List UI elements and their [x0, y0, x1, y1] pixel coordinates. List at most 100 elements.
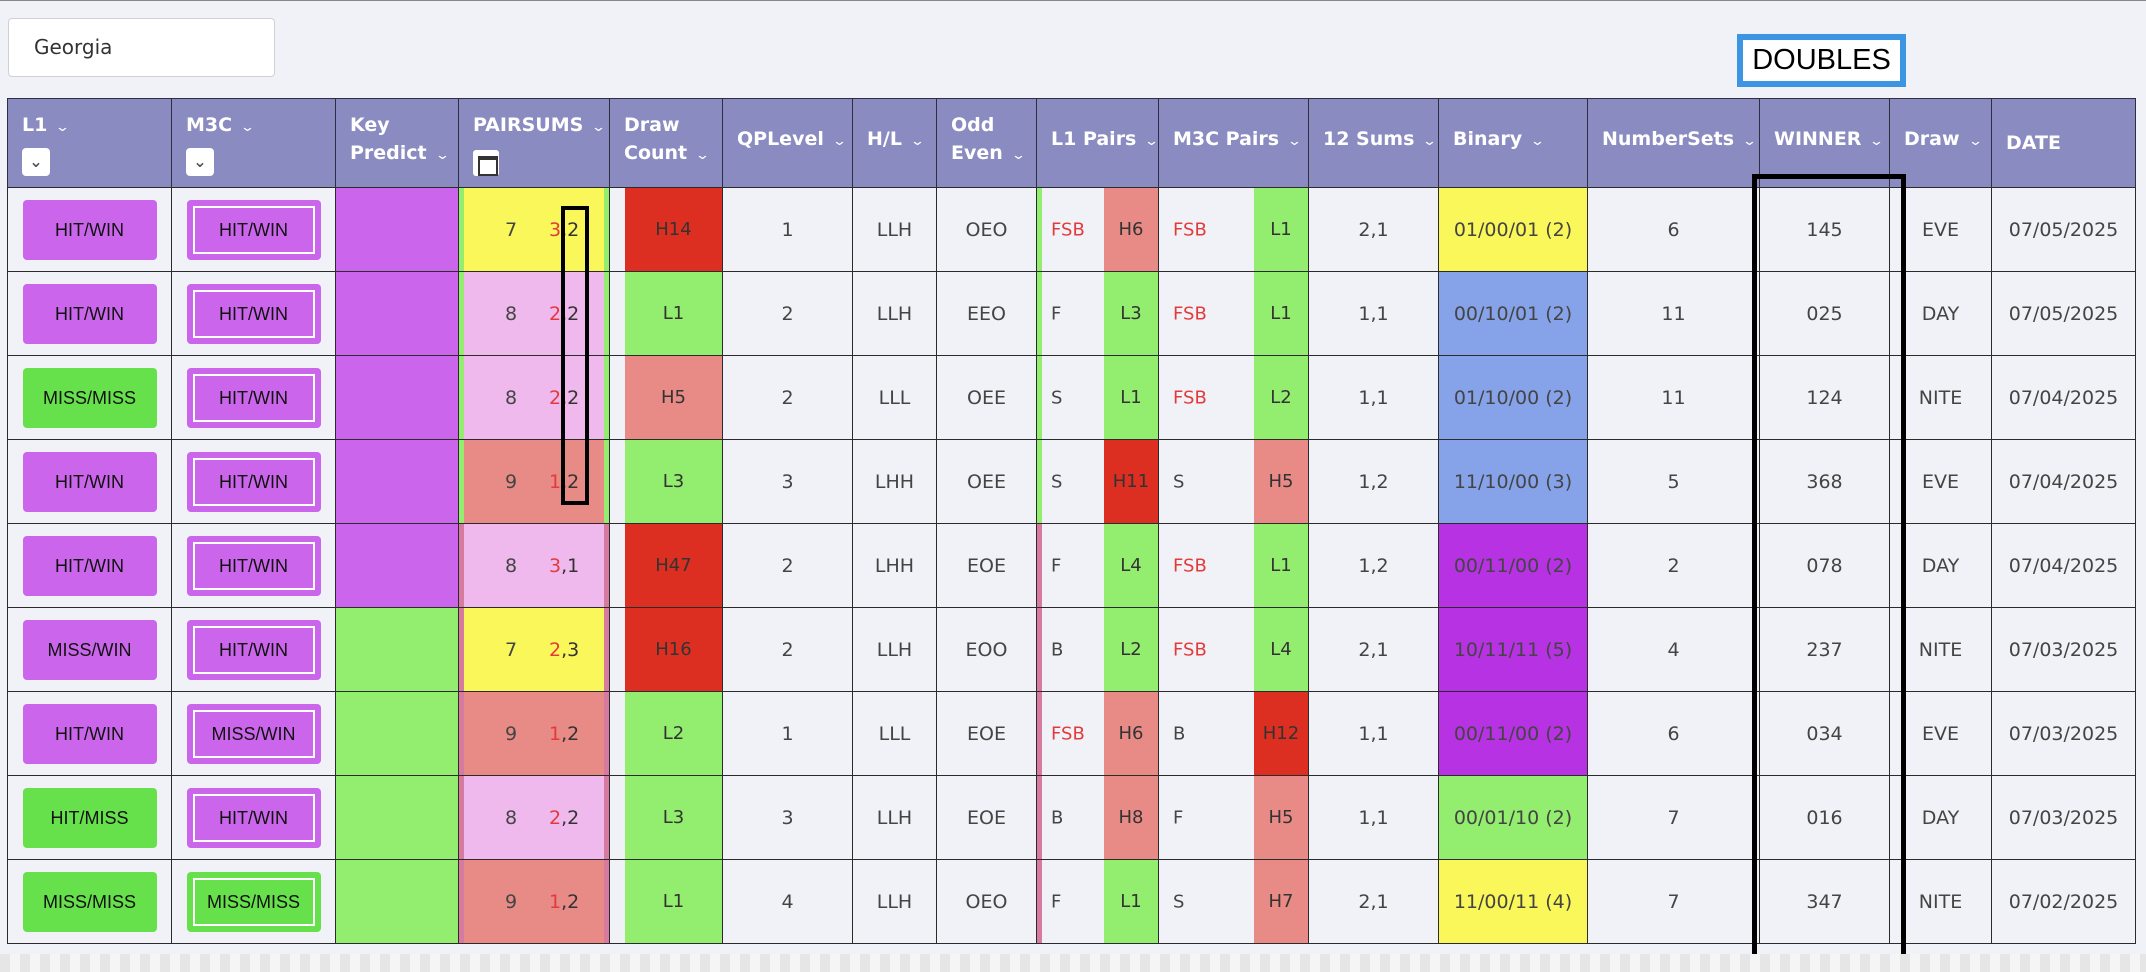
- l1-status-pill[interactable]: HIT/WIN: [22, 199, 157, 260]
- m3c-pair-level: H12: [1254, 692, 1308, 775]
- m3c-status-pill[interactable]: HIT/WIN: [186, 535, 321, 596]
- table-row[interactable]: HIT/WIN HIT/WIN 8 3,1 H47 2 LHH EOE F L4…: [7, 523, 2136, 608]
- m3c-status-pill[interactable]: MISS/MISS: [186, 871, 321, 932]
- m3c-status-pill[interactable]: HIT/WIN: [186, 283, 321, 344]
- l1-status-pill[interactable]: HIT/WIN: [22, 283, 157, 344]
- l1-status-pill[interactable]: MISS/WIN: [22, 619, 157, 680]
- l1-pairs-cell: B H8: [1036, 775, 1159, 860]
- draw-count-value: L1: [625, 272, 722, 355]
- col-m3c-pairs[interactable]: M3C Pairs ⌄: [1158, 98, 1309, 188]
- state-select[interactable]: Georgia: [8, 18, 275, 77]
- l1-pair-level: L2: [1104, 608, 1158, 691]
- binary-cell: 11/00/11 (4): [1438, 859, 1588, 944]
- draw-count-value: L3: [625, 440, 722, 523]
- key-predict-cell: [335, 775, 459, 860]
- l1-cell: MISS/MISS: [7, 355, 172, 440]
- l1-cell: HIT/WIN: [7, 523, 172, 608]
- pairsum-pair: 3,1: [549, 554, 580, 577]
- pairsum-pair: 2,3: [549, 638, 580, 661]
- odd-even-cell: OEE: [936, 355, 1037, 440]
- table-row[interactable]: MISS/MISS HIT/WIN 8 2,2 H5 2 LLL OEE S L…: [7, 355, 2136, 440]
- col-m3c[interactable]: M3C ⌄ ⌄: [171, 98, 336, 188]
- draw-cell: DAY: [1889, 523, 1992, 608]
- pairsum-pair: 1,2: [549, 722, 580, 745]
- col-winner[interactable]: WINNER ⌄: [1759, 98, 1890, 188]
- l1-pair-level: H8: [1104, 776, 1158, 859]
- m3c-status-pill[interactable]: HIT/WIN: [186, 451, 321, 512]
- col-binary[interactable]: Binary ⌄: [1438, 98, 1588, 188]
- m3c-pairs-cell: FSB L1: [1158, 271, 1309, 356]
- col-draw-count[interactable]: Draw Count ⌄: [609, 98, 723, 188]
- l1-status-pill[interactable]: HIT/MISS: [22, 787, 157, 848]
- draw-cell: EVE: [1889, 691, 1992, 776]
- m3c-status-pill[interactable]: HIT/WIN: [186, 367, 321, 428]
- draw-count-value: H16: [625, 608, 722, 691]
- col-draw[interactable]: Draw ⌄: [1889, 98, 1992, 188]
- hl-cell: LLH: [852, 607, 937, 692]
- col-hl[interactable]: H/L ⌄: [852, 98, 937, 188]
- odd-even-cell: OEE: [936, 439, 1037, 524]
- chevron-down-icon: ⌄: [1010, 148, 1026, 163]
- m3c-pair-code: FSB: [1173, 219, 1207, 240]
- winner-cell: 368: [1759, 439, 1890, 524]
- table-row[interactable]: HIT/WIN HIT/WIN 9 1,2 L3 3 LHH OEE S H11…: [7, 439, 2136, 524]
- l1-pair-level: L3: [1104, 272, 1158, 355]
- pairsum-value: 8: [505, 386, 518, 409]
- draw-count-cell: L3: [609, 439, 723, 524]
- m3c-pair-code: S: [1173, 891, 1185, 912]
- col-l1-pairs[interactable]: L1 Pairs ⌄: [1036, 98, 1159, 188]
- m3c-status-pill[interactable]: HIT/WIN: [186, 787, 321, 848]
- qplevel-cell: 3: [722, 775, 853, 860]
- m3c-toggle-icon[interactable]: ⌄: [186, 148, 214, 176]
- sums12-cell: 2,1: [1308, 607, 1439, 692]
- col-draw-label: Draw: [1904, 128, 1960, 150]
- l1-pair-code: B: [1051, 807, 1064, 828]
- l1-status-pill[interactable]: MISS/MISS: [22, 871, 157, 932]
- pairsum-pair: 1,2: [549, 890, 580, 913]
- m3c-status-pill[interactable]: MISS/WIN: [186, 703, 321, 764]
- col-numbersets[interactable]: NumberSets ⌄: [1587, 98, 1760, 188]
- chevron-down-icon: ⌄: [1422, 134, 1438, 149]
- qplevel-cell: 2: [722, 355, 853, 440]
- col-key-predict[interactable]: Key Predict ⌄: [335, 98, 459, 188]
- draw-count-value: H14: [625, 188, 722, 271]
- table-row[interactable]: HIT/WIN HIT/WIN 7 3,2 H14 1 LLH OEO FSB …: [7, 187, 2136, 272]
- l1-toggle-icon[interactable]: ⌄: [22, 148, 50, 176]
- m3c-pairs-cell: FSB L2: [1158, 355, 1309, 440]
- date-cell: 07/04/2025: [1991, 439, 2136, 524]
- col-date-label: DATE: [2006, 132, 2061, 154]
- l1-status-pill[interactable]: HIT/WIN: [22, 535, 157, 596]
- col-date[interactable]: DATE: [1991, 98, 2136, 188]
- doubles-badge[interactable]: DOUBLES: [1737, 34, 1906, 87]
- draw-cell: EVE: [1889, 439, 1992, 524]
- col-12-sums[interactable]: 12 Sums ⌄: [1308, 98, 1439, 188]
- l1-status-pill[interactable]: HIT/WIN: [22, 451, 157, 512]
- m3c-pair-level: L1: [1254, 272, 1308, 355]
- col-pairsums[interactable]: PAIRSUMS ⌄: [458, 98, 610, 188]
- table-row[interactable]: MISS/WIN HIT/WIN 7 2,3 H16 2 LLH EOO B L…: [7, 607, 2136, 692]
- table-row[interactable]: HIT/MISS HIT/WIN 8 2,2 L3 3 LLH EOE B H8…: [7, 775, 2136, 860]
- col-odd-even[interactable]: Odd Even ⌄: [936, 98, 1037, 188]
- draw-count-cell: L1: [609, 271, 723, 356]
- qplevel-cell: 2: [722, 607, 853, 692]
- pairsum-pair: 2,2: [549, 806, 580, 829]
- table-row[interactable]: MISS/MISS MISS/MISS 9 1,2 L1 4 LLH OEO F…: [7, 859, 2136, 944]
- col-l1[interactable]: L1 ⌄ ⌄: [7, 98, 172, 188]
- numbersets-cell: 11: [1587, 271, 1760, 356]
- m3c-status-pill[interactable]: HIT/WIN: [186, 199, 321, 260]
- table-row[interactable]: HIT/WIN MISS/WIN 9 1,2 L2 1 LLL EOE FSB …: [7, 691, 2136, 776]
- col-qplevel[interactable]: QPLevel ⌄: [722, 98, 853, 188]
- table-row[interactable]: HIT/WIN HIT/WIN 8 2,2 L1 2 LLH EEO F L3 …: [7, 271, 2136, 356]
- l1-status-pill[interactable]: HIT/WIN: [22, 703, 157, 764]
- col-m3c-label: M3C: [186, 114, 233, 136]
- m3c-status-pill[interactable]: HIT/WIN: [186, 619, 321, 680]
- qplevel-cell: 2: [722, 271, 853, 356]
- hl-cell: LLH: [852, 187, 937, 272]
- chevron-down-icon: ⌄: [1967, 134, 1983, 149]
- pairsum-value: 9: [505, 722, 518, 745]
- winner-cell: 034: [1759, 691, 1890, 776]
- m3c-pairs-cell: S H7: [1158, 859, 1309, 944]
- chevron-down-icon: ⌄: [1869, 134, 1885, 149]
- calendar-icon[interactable]: [473, 150, 499, 176]
- l1-status-pill[interactable]: MISS/MISS: [22, 367, 157, 428]
